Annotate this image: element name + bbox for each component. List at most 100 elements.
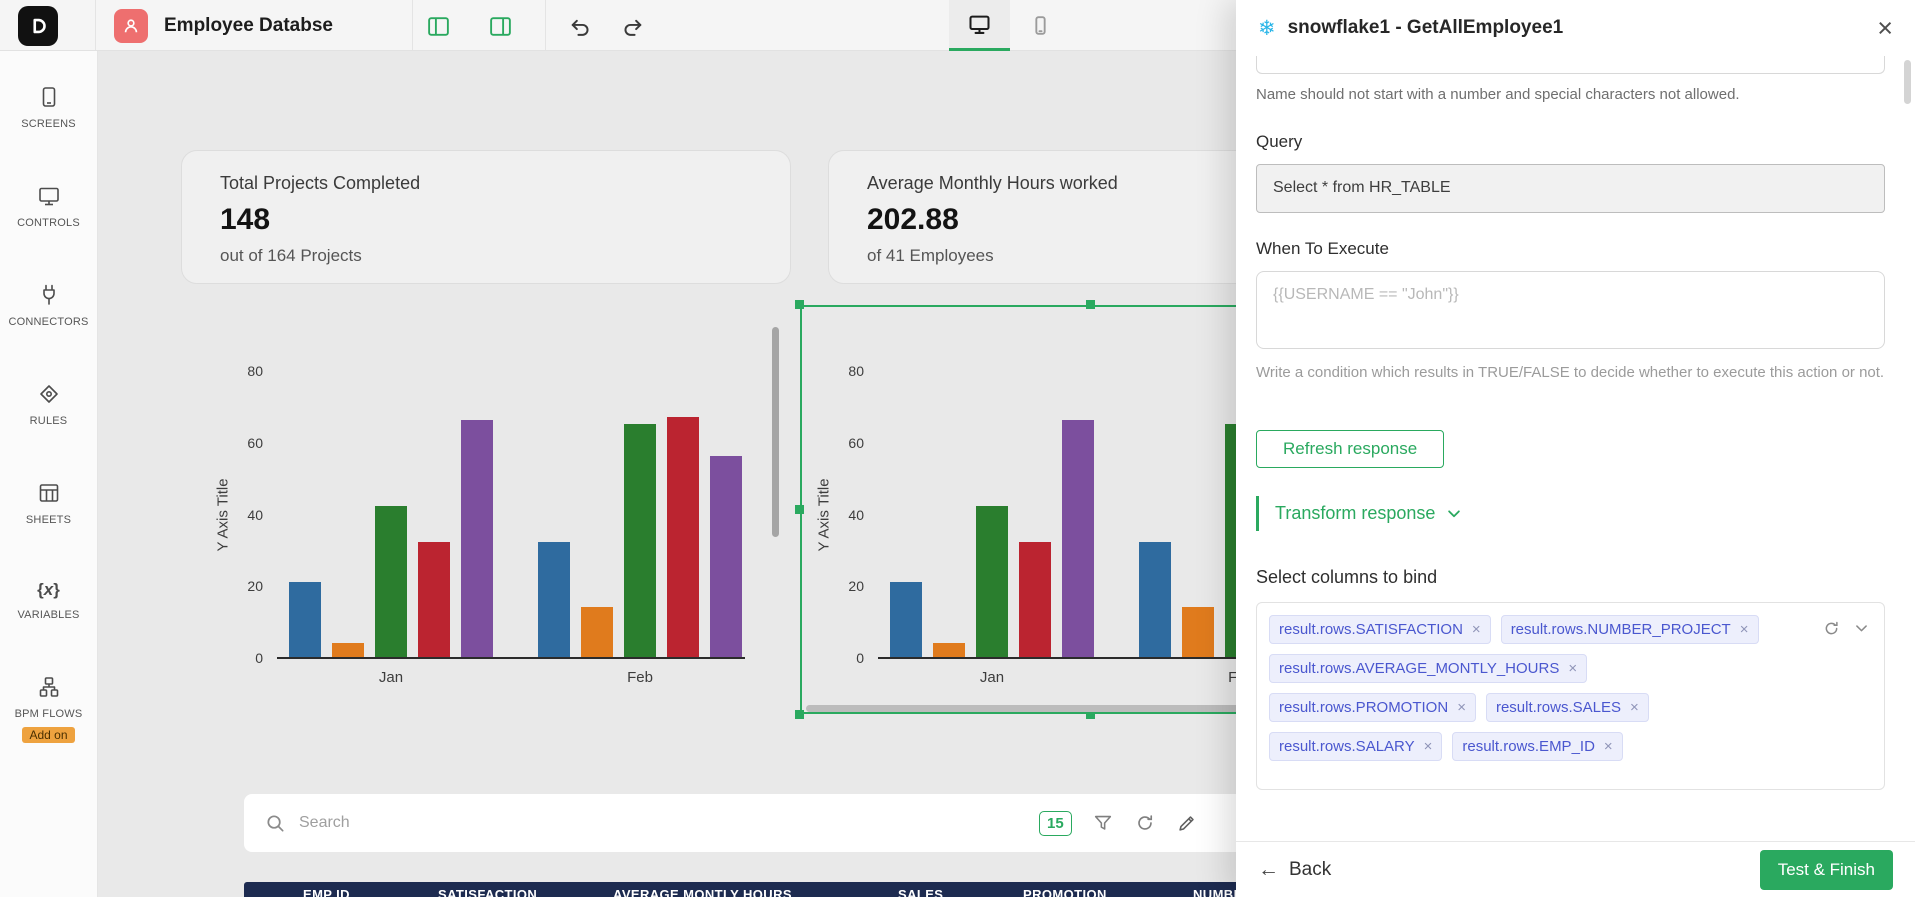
edit-button[interactable]	[1176, 812, 1198, 834]
redo-button[interactable]	[618, 12, 646, 40]
controls-icon	[37, 184, 61, 208]
page-size-selector[interactable]: 15	[1039, 810, 1072, 836]
when-to-execute-input[interactable]	[1256, 270, 1885, 349]
sidebar-item-label: BPM FLOWS	[14, 708, 83, 720]
when-to-execute-label: When To Execute	[1256, 238, 1389, 258]
horizontal-scrollbar[interactable]	[806, 705, 1370, 712]
column-chip-label: result.rows.SALARY	[1279, 738, 1415, 756]
columns-dropdown-button[interactable]	[1853, 620, 1870, 637]
refresh-response-button[interactable]: Refresh response	[1256, 430, 1445, 469]
undo-icon	[568, 14, 593, 39]
chip-remove-icon[interactable]: ×	[1568, 660, 1578, 678]
chart-plot-area	[277, 372, 745, 659]
insert-table-left-button[interactable]	[424, 12, 452, 40]
name-helper-text: Name should not start with a number and …	[1256, 86, 1740, 103]
divider	[412, 0, 413, 50]
sidebar-item-controls[interactable]: CONTROLS	[17, 184, 80, 229]
column-chip-label: result.rows.PROMOTION	[1279, 699, 1449, 717]
y-tick-label: 80	[247, 363, 263, 379]
bar-chart-widget-1[interactable]: Y Axis Title 0 20 40 60 80 Jan Feb	[199, 305, 781, 714]
column-chip[interactable]: result.rows.SATISFACTION ×	[1269, 615, 1491, 645]
y-tick-label: 40	[848, 506, 864, 523]
table-header-cell: SALES	[898, 887, 944, 897]
filter-button[interactable]	[1092, 812, 1114, 834]
sidebar-item-label: CONNECTORS	[8, 316, 89, 328]
column-chip-label: result.rows.AVERAGE_MONTLY_HOURS	[1279, 660, 1560, 678]
column-chip-label: result.rows.NUMBER_PROJECT	[1510, 621, 1731, 639]
table-header-cell: EMP ID	[303, 887, 350, 897]
sidebar-item-label: VARIABLES	[17, 609, 80, 621]
sidebar-item-connectors[interactable]: CONNECTORS	[8, 283, 88, 328]
multiselect-actions	[1822, 619, 1870, 638]
chip-remove-icon[interactable]: ×	[1423, 738, 1433, 756]
chip-remove-icon[interactable]: ×	[1630, 699, 1639, 717]
x-tick-label: Jan	[378, 669, 404, 686]
table-search-bar: 15	[244, 794, 1294, 852]
sidebar-item-bpm-flows[interactable]: BPM FLOWS Add on	[15, 675, 83, 743]
search-actions: 15	[1039, 794, 1198, 852]
resize-handle[interactable]	[795, 300, 804, 309]
y-tick-label: 60	[247, 434, 263, 451]
app-logo[interactable]	[18, 6, 58, 46]
insert-table-right-button[interactable]	[486, 12, 514, 40]
table-left-icon	[426, 14, 451, 39]
chip-remove-icon[interactable]: ×	[1471, 621, 1481, 639]
bar-series-3-Jan	[976, 506, 1008, 657]
app-icon	[114, 9, 148, 43]
resize-handle[interactable]	[795, 710, 804, 719]
chevron-down-icon	[1445, 505, 1463, 523]
bar-series-1-Jan	[890, 582, 922, 657]
chip-remove-icon[interactable]: ×	[1457, 699, 1466, 717]
divider	[545, 0, 546, 50]
bar-series-1-Feb	[538, 542, 570, 657]
transform-response-toggle[interactable]: Transform response	[1256, 496, 1463, 532]
back-label: Back	[1289, 858, 1332, 880]
vertical-scrollbar[interactable]	[772, 327, 779, 537]
y-tick-label: 0	[856, 650, 864, 666]
stat-card-total-projects[interactable]: Total Projects Completed 148 out of 164 …	[181, 150, 791, 284]
bar-series-1-Jan	[289, 582, 321, 657]
refresh-table-button[interactable]	[1134, 812, 1156, 834]
column-chip[interactable]: result.rows.SALES ×	[1485, 693, 1649, 723]
column-chip[interactable]: result.rows.PROMOTION ×	[1269, 693, 1476, 723]
mobile-view-tab[interactable]	[1010, 0, 1071, 51]
sidebar-item-label: RULES	[29, 415, 68, 427]
column-chip[interactable]: result.rows.NUMBER_PROJECT ×	[1500, 615, 1759, 645]
refresh-columns-button[interactable]	[1822, 619, 1841, 638]
divider	[95, 0, 96, 50]
query-input[interactable]	[1256, 163, 1885, 213]
sidebar-item-label: CONTROLS	[17, 217, 80, 229]
sidebar-item-rules[interactable]: RULES	[30, 382, 68, 427]
sheets-icon	[37, 481, 61, 505]
panel-header: ❄ snowflake1 - GetAllEmployee1 ×	[1236, 0, 1915, 56]
screens-icon	[37, 85, 61, 109]
close-icon[interactable]: ×	[1877, 12, 1893, 43]
logo-icon	[25, 13, 51, 39]
bar-series-4-Feb	[667, 417, 699, 657]
sidebar-item-sheets[interactable]: SHEETS	[26, 481, 71, 526]
resize-handle[interactable]	[795, 504, 804, 514]
columns-multiselect[interactable]: result.rows.SATISFACTION × result.rows.NUM…	[1256, 602, 1885, 791]
test-finish-button[interactable]: Test & Finish	[1759, 849, 1893, 890]
name-field[interactable]	[1256, 56, 1885, 74]
resize-handle[interactable]	[1086, 300, 1095, 309]
column-chip[interactable]: result.rows.SALARY ×	[1269, 732, 1443, 762]
y-tick-label: 20	[848, 578, 864, 595]
sidebar-item-variables[interactable]: {x} VARIABLES	[17, 580, 79, 621]
selected-columns-chips: result.rows.SATISFACTION × result.rows.NUM…	[1269, 615, 1872, 762]
redo-icon	[620, 14, 645, 39]
column-chip[interactable]: result.rows.AVERAGE_MONTLY_HOURS ×	[1269, 654, 1588, 684]
column-chip[interactable]: result.rows.EMP_ID ×	[1452, 732, 1623, 762]
sidebar-item-screens[interactable]: SCREENS	[21, 85, 76, 130]
resize-handle[interactable]	[1086, 710, 1095, 719]
back-button[interactable]: ← Back	[1258, 858, 1331, 882]
chip-remove-icon[interactable]: ×	[1739, 621, 1749, 639]
table-right-icon	[488, 14, 513, 39]
panel-scrollbar[interactable]	[1904, 60, 1911, 104]
chip-remove-icon[interactable]: ×	[1603, 738, 1613, 756]
search-input[interactable]	[299, 814, 619, 832]
undo-button[interactable]	[566, 12, 594, 40]
desktop-view-tab[interactable]	[949, 0, 1010, 51]
connectors-icon	[37, 283, 61, 307]
